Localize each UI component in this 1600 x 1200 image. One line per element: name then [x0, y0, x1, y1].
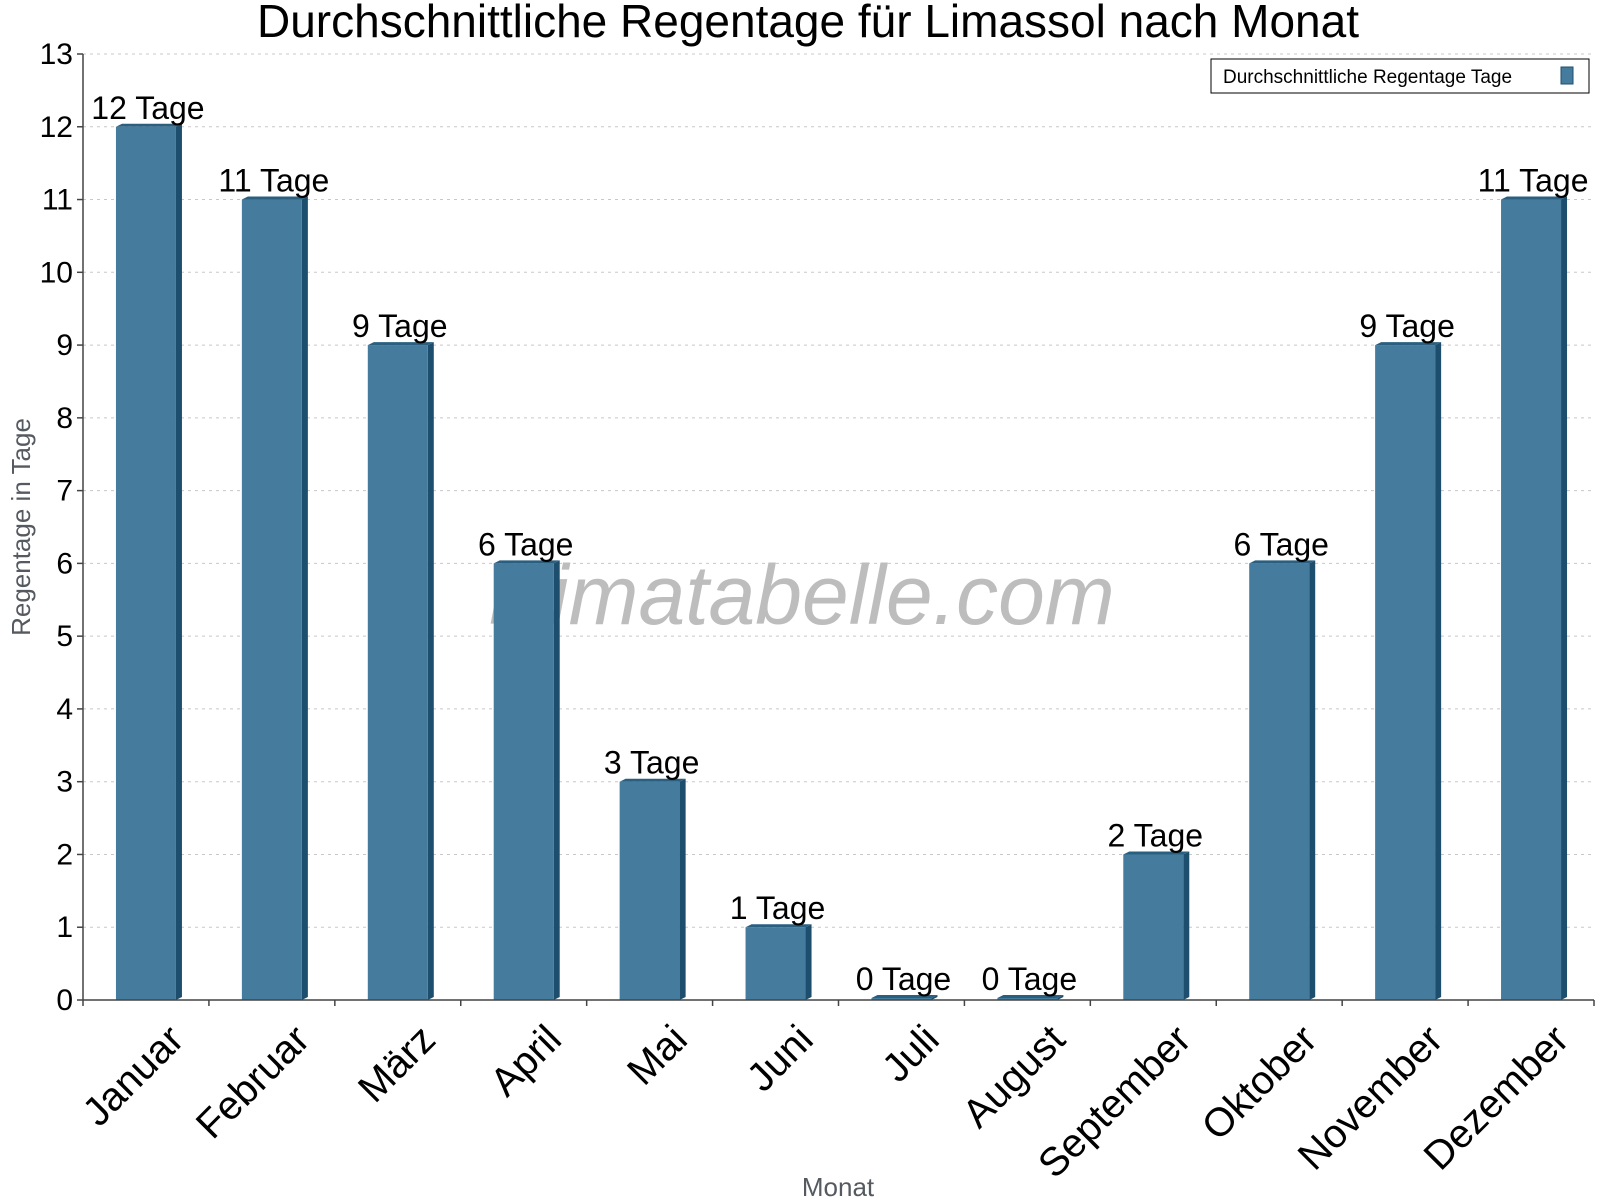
y-tick-label: 8	[56, 402, 73, 435]
bar-april	[493, 560, 560, 1000]
y-tick-label: 6	[56, 547, 73, 580]
bar-front-face	[493, 563, 554, 1000]
legend-entry-label: Durchschnittliche Regentage Tage	[1223, 67, 1512, 88]
y-tick-label: 9	[56, 329, 73, 362]
bar-side-face	[1183, 851, 1190, 1000]
bar-front-face	[241, 199, 302, 1001]
bar-top-face	[493, 560, 560, 564]
x-tick-label: Juni	[739, 1017, 822, 1100]
bar-top-face	[745, 924, 812, 928]
bar-front-face	[997, 998, 1058, 1000]
bar-front-face	[1501, 199, 1562, 1001]
y-tick-label: 2	[56, 838, 73, 871]
bar-side-face	[427, 342, 434, 1001]
y-tick-label: 11	[42, 184, 73, 217]
data-labels: 12 Tage 11 Tage 9 Tage 6 Tage 3 Tage 1 Tage 0 …	[91, 90, 1588, 997]
bar-front-face	[115, 126, 176, 1001]
bar-side-face	[931, 995, 938, 1000]
bar-top-face	[367, 342, 434, 346]
bar-top-face	[997, 995, 1064, 998]
bar-märz	[367, 342, 434, 1001]
bar-front-face	[367, 345, 428, 1001]
bar-side-face	[1309, 560, 1316, 1000]
bar-top-face	[1123, 851, 1190, 855]
bar-dezember	[1501, 196, 1568, 1001]
bar-top-face	[1249, 560, 1316, 564]
bar-top-face	[241, 196, 308, 200]
bar-side-face	[805, 924, 812, 1000]
y-tick-label: 12	[40, 111, 73, 144]
bar-side-face	[1561, 196, 1568, 1001]
bar-top-face	[619, 778, 686, 782]
y-tick-label: 5	[56, 620, 73, 653]
bar-side-face	[553, 560, 560, 1000]
y-tick-label: 13	[40, 38, 73, 71]
data-label: 0 Tage	[856, 961, 952, 997]
legend-swatch	[1560, 66, 1574, 85]
y-tick-label: 3	[56, 766, 73, 799]
bar-front-face	[1375, 345, 1436, 1001]
bar-juli	[871, 995, 938, 1000]
bar-top-face	[115, 123, 182, 127]
data-label: 2 Tage	[1108, 817, 1204, 853]
y-tick-label: 1	[56, 911, 73, 944]
data-label: 0 Tage	[982, 961, 1078, 997]
y-tick-label: 10	[40, 256, 73, 289]
bar-november	[1375, 342, 1442, 1001]
data-label: 6 Tage	[1233, 526, 1329, 562]
bar-februar	[241, 196, 308, 1001]
chart-title: Durchschnittliche Regentage für Limassol…	[257, 0, 1359, 47]
x-tick-label: Juli	[874, 1017, 948, 1091]
bar-front-face	[1249, 563, 1310, 1000]
x-tick-label: Februar	[188, 1017, 318, 1147]
bar-oktober	[1249, 560, 1316, 1000]
legend: Durchschnittliche Regentage Tage	[1210, 58, 1590, 94]
y-tick-label: 7	[56, 475, 73, 508]
bar-juni	[745, 924, 812, 1000]
x-tick-label: Mai	[619, 1017, 696, 1094]
bar-top-face	[1501, 196, 1568, 200]
bar-top-face	[1375, 342, 1442, 346]
y-axis-label: Regentage in Tage	[6, 418, 36, 636]
bar-front-face	[745, 927, 806, 1000]
y-tick-label: 0	[56, 984, 73, 1017]
bar-side-face	[1435, 342, 1442, 1001]
bar-front-face	[1123, 854, 1184, 1000]
bar-side-face	[679, 778, 686, 1000]
bar-front-face	[871, 998, 932, 1000]
watermark-text: klimatabelle.com	[489, 548, 1115, 642]
data-label: 6 Tage	[478, 526, 574, 562]
x-tick-label: August	[954, 1017, 1073, 1136]
x-tick-label: Januar	[75, 1017, 193, 1135]
x-tick-label: März	[350, 1017, 444, 1111]
bars	[115, 123, 1568, 1001]
bar-januar	[115, 123, 182, 1001]
bar-side-face	[1057, 995, 1064, 1000]
bar-august	[997, 995, 1064, 1000]
bar-side-face	[301, 196, 308, 1001]
data-label: 11 Tage	[1478, 163, 1589, 199]
x-tick-label: Oktober	[1194, 1017, 1326, 1149]
bar-top-face	[871, 995, 938, 998]
data-label: 3 Tage	[604, 745, 700, 781]
data-label: 9 Tage	[352, 308, 448, 344]
x-axis-label: Monat	[802, 1172, 875, 1200]
legend-box	[1210, 58, 1590, 94]
data-label: 12 Tage	[91, 90, 204, 126]
data-label: 1 Tage	[730, 890, 826, 926]
y-tick-label: 4	[56, 693, 73, 726]
data-label: 11 Tage	[218, 163, 329, 199]
x-tick-label: April	[482, 1017, 570, 1105]
bar-september	[1123, 851, 1190, 1000]
bar-front-face	[619, 781, 680, 1000]
bar-side-face	[175, 123, 182, 1001]
data-label: 9 Tage	[1359, 308, 1455, 344]
bar-mai	[619, 778, 686, 1000]
